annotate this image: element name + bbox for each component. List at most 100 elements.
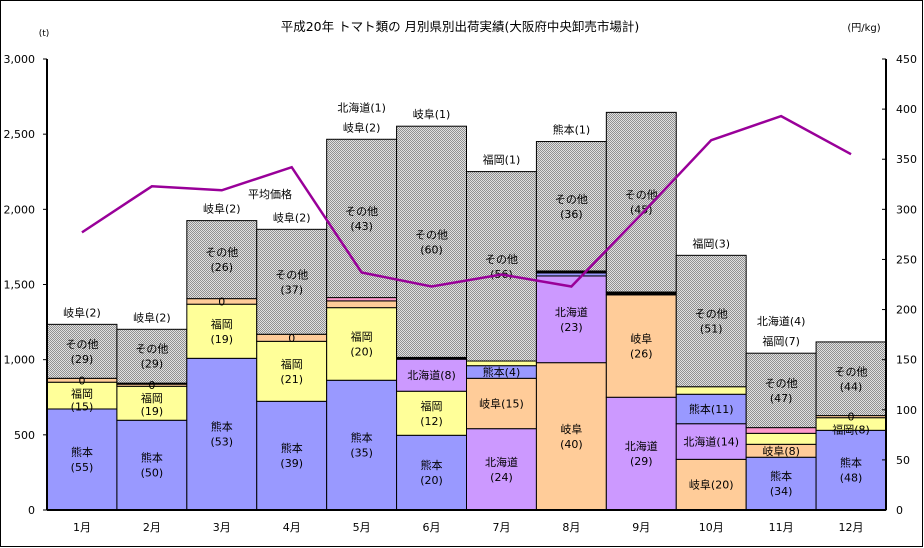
segment-label: (53) (210, 436, 233, 449)
segment-label: その他 (695, 308, 728, 321)
segment-label: 0 (78, 374, 85, 387)
bar-segment (605, 396, 677, 511)
bar-top-label: 北海道(4) (757, 314, 806, 328)
y2-tick-label: 350 (896, 153, 917, 166)
segment-label: 福岡 (421, 399, 443, 413)
bar-top-label: 岐阜(1) (413, 108, 451, 121)
bar-top-label: 岐阜(2) (63, 306, 101, 319)
bar-segment (46, 323, 118, 379)
x-tick-label: 8月 (562, 521, 580, 534)
segment-label: 熊本 (281, 441, 303, 455)
segment-label: (20) (350, 345, 373, 358)
bar-segment (256, 400, 328, 511)
segment-label: (47) (770, 392, 793, 405)
y2-tick-label: 450 (896, 53, 917, 66)
segment-label: (35) (350, 447, 373, 460)
segment-label: 福岡 (351, 329, 373, 343)
bar-segment (675, 423, 747, 460)
segment-label: (21) (280, 373, 303, 386)
segment-label: (39) (280, 457, 303, 470)
y2-tick-label: 400 (896, 103, 917, 116)
y-tick-label: 500 (14, 429, 35, 442)
bar-segment (675, 458, 747, 511)
segment-label: (40) (560, 438, 583, 451)
y2-tick-label: 200 (896, 304, 917, 317)
segment-label: (24) (490, 471, 513, 484)
bar-segment (675, 393, 747, 425)
segment-label: 熊本 (71, 445, 93, 459)
segment-label: 熊本(11) (689, 402, 734, 416)
segment-label: 岐阜(8) (762, 445, 800, 458)
bar-top-label: 岐阜(2) (203, 203, 241, 216)
segment-label: (50) (141, 467, 164, 480)
segment-label: 熊本 (141, 451, 163, 465)
segment-label: その他 (835, 365, 868, 378)
segment-label: (29) (141, 358, 164, 371)
bar-segment (186, 220, 258, 300)
x-tick-label: 1月 (73, 521, 91, 534)
x-tick-label: 6月 (423, 521, 441, 534)
segment-label: (15) (71, 400, 94, 413)
y2-tick-label: 250 (896, 253, 917, 266)
bar-top-label: 熊本(1) (553, 123, 591, 137)
bar-segment (116, 419, 188, 511)
bar-segment (815, 341, 887, 417)
segment-label: 北海道 (485, 455, 518, 469)
bar-segment (466, 360, 537, 367)
bar-top-label: 岐阜(2) (273, 211, 311, 224)
price-line (81, 114, 852, 288)
segment-label: 福岡 (211, 317, 233, 331)
x-tick-label: 10月 (699, 521, 724, 534)
segment-label: 岐阜 (630, 333, 652, 346)
bar-segment (186, 357, 258, 511)
bar-segment (116, 328, 188, 384)
segment-label: (23) (560, 321, 583, 334)
segment-label: その他 (135, 343, 168, 356)
bar-segment (396, 125, 468, 358)
y2-tick-label: 100 (896, 404, 917, 417)
segment-label: その他 (765, 377, 798, 390)
y2-tick-label: 300 (896, 203, 917, 216)
bar-top-label: 岐阜(2) (343, 121, 381, 134)
bar-segment (535, 275, 607, 364)
segment-label: (29) (630, 455, 653, 468)
y-axis-unit: (t) (39, 29, 50, 39)
x-tick-label: 2月 (143, 521, 161, 534)
bar-segment (186, 303, 258, 359)
segment-label: 0 (848, 411, 855, 424)
bar-segment (326, 300, 398, 309)
x-tick-label: 3月 (213, 521, 231, 534)
y2-tick-label: 0 (896, 504, 903, 517)
segment-label: 熊本 (421, 458, 443, 472)
bar-segment (605, 111, 677, 293)
bar-segment (326, 307, 398, 381)
segment-label: 北海道(8) (407, 368, 456, 382)
segment-label: (48) (840, 472, 863, 485)
segment-label: 熊本(4) (483, 365, 521, 379)
bar-top-label: 岐阜(2) (133, 311, 171, 324)
bar-segment (745, 352, 817, 429)
segment-label: その他 (65, 338, 98, 351)
y2-axis-unit: (円/kg) (847, 23, 880, 34)
segment-label: 0 (218, 295, 225, 308)
segment-label: 北海道 (555, 305, 588, 319)
segment-label: (36) (560, 208, 583, 221)
x-tick-label: 9月 (632, 521, 650, 534)
bar-segment (256, 228, 328, 335)
segment-label: 福岡(8) (832, 423, 870, 437)
segment-label: (19) (141, 405, 164, 418)
segment-label: (19) (210, 333, 233, 346)
bar-top-label: 北海道(1) (337, 100, 386, 114)
y2-tick-label: 150 (896, 354, 917, 367)
segment-label: 福岡 (71, 386, 93, 400)
segment-label: (55) (71, 461, 94, 474)
bar-segment (396, 390, 468, 436)
bar-segment (46, 381, 118, 410)
y-tick-label: 0 (28, 504, 35, 517)
segment-label: その他 (625, 189, 658, 202)
bar-segment (535, 141, 607, 272)
bar-segment (675, 254, 747, 388)
bar-segment (605, 294, 677, 398)
